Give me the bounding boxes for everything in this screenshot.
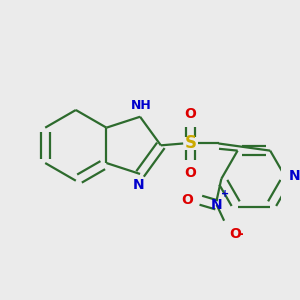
Text: S: S	[184, 134, 196, 152]
Text: +: +	[221, 189, 230, 199]
Text: O: O	[185, 166, 197, 180]
Text: NH: NH	[130, 99, 152, 112]
Text: O: O	[229, 227, 241, 241]
Text: N: N	[132, 178, 144, 192]
Text: O: O	[185, 107, 197, 121]
Text: O: O	[182, 193, 194, 207]
Text: -: -	[237, 227, 243, 241]
Text: N: N	[289, 169, 300, 183]
Text: N: N	[211, 198, 223, 212]
